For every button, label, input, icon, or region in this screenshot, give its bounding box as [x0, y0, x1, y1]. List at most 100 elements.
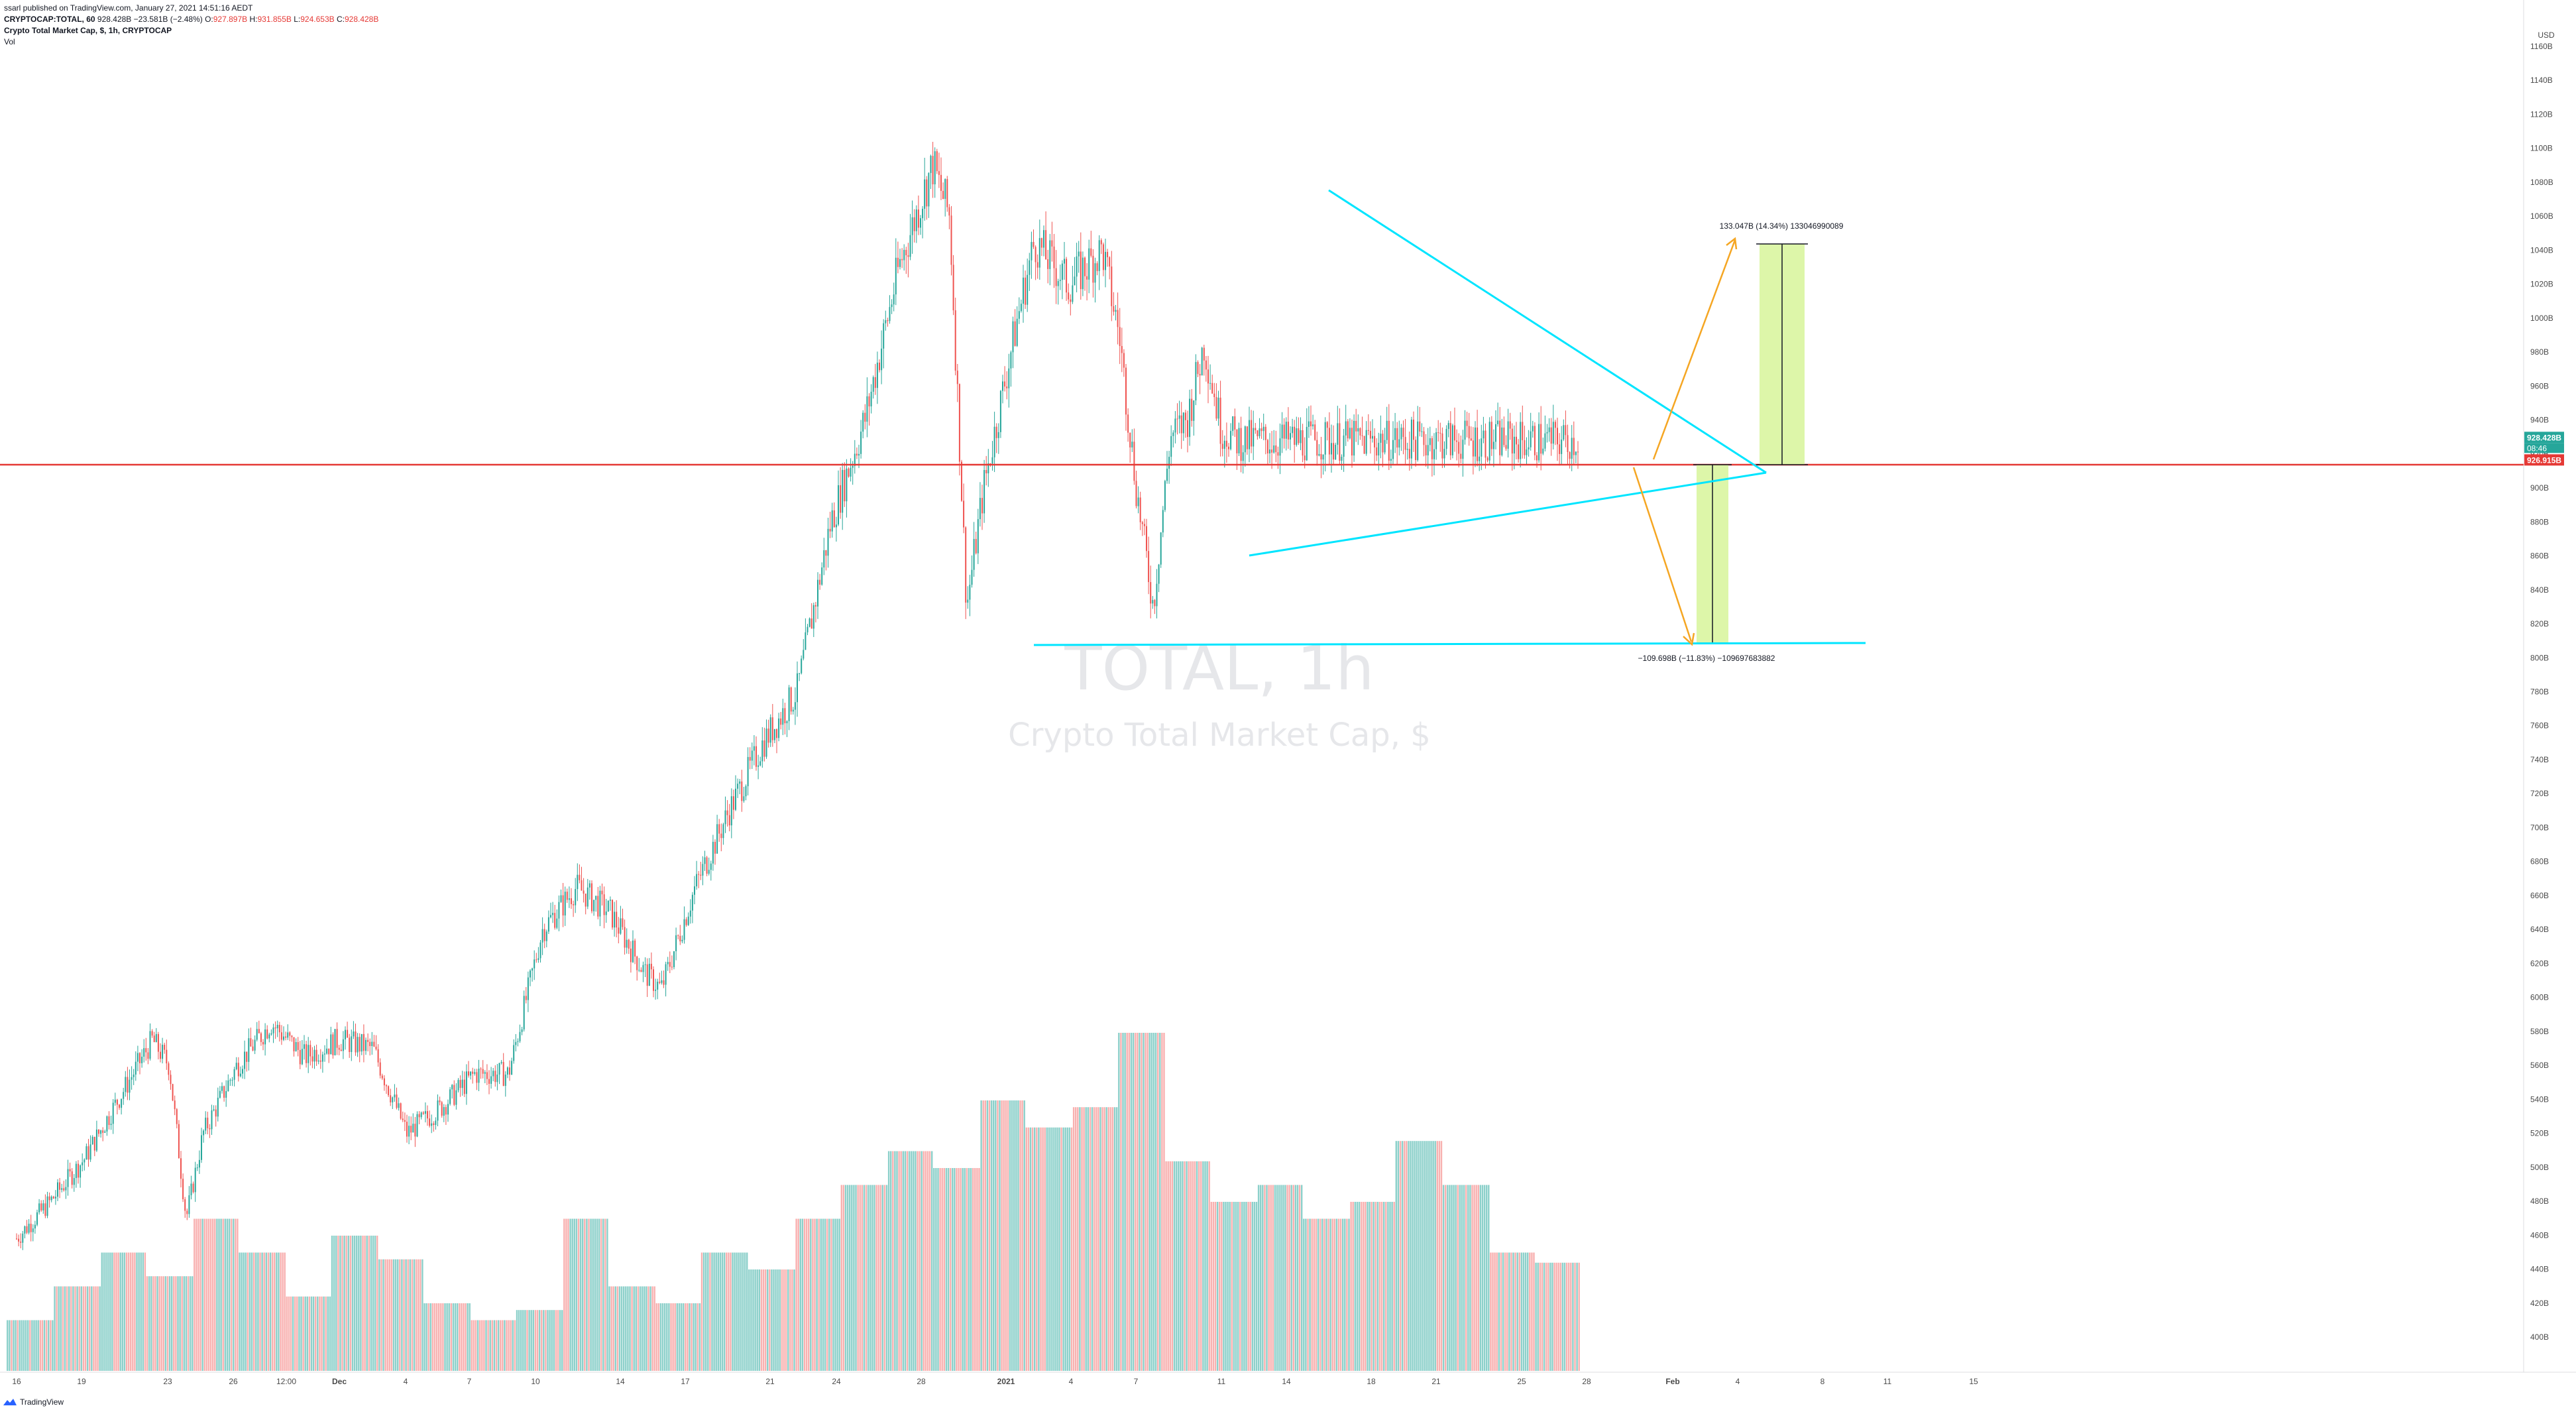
volume-bar: [1169, 1161, 1171, 1371]
volume-bar: [1186, 1161, 1188, 1371]
bullish-projection-arrow[interactable]: [1652, 239, 1736, 460]
volume-bar: [1440, 1141, 1443, 1371]
candle-body: [981, 498, 983, 514]
candle-body: [388, 1086, 390, 1096]
volume-bar: [1023, 1100, 1025, 1371]
candle-body: [807, 626, 809, 632]
volume-bar: [1529, 1252, 1531, 1371]
price-tick-label: 820B: [2530, 619, 2549, 628]
volume-bar: [35, 1320, 37, 1371]
candle-body: [1380, 434, 1382, 443]
volume-bar: [1459, 1185, 1461, 1371]
volume-bar: [1457, 1185, 1459, 1371]
volume-bar: [183, 1276, 185, 1371]
volume-bar: [993, 1100, 995, 1371]
volume-bar: [1103, 1107, 1105, 1371]
candle-body: [313, 1049, 315, 1062]
candle-body: [634, 940, 636, 957]
candle-body: [963, 500, 965, 528]
volume-bar: [514, 1320, 516, 1371]
candle-body: [1012, 321, 1014, 353]
candle-body: [642, 965, 644, 972]
candle-body: [1298, 428, 1300, 443]
volume-bar: [567, 1218, 569, 1371]
volume-bar: [411, 1259, 414, 1371]
candle-body: [1302, 430, 1304, 456]
volume-bar: [1547, 1262, 1549, 1371]
candle-body: [866, 396, 868, 422]
candle-body: [304, 1044, 305, 1049]
descending-trendline[interactable]: [1328, 189, 1767, 474]
volume-bar: [1017, 1100, 1019, 1371]
volume-bar: [618, 1286, 621, 1371]
volume-bar: [160, 1276, 162, 1371]
volume-bar: [964, 1168, 966, 1371]
volume-bar: [1025, 1127, 1027, 1371]
volume-bar: [678, 1303, 681, 1371]
candle-body: [1509, 421, 1511, 429]
volume-bar: [877, 1185, 879, 1371]
volume-bar: [699, 1303, 701, 1371]
candle-body: [272, 1027, 274, 1033]
volume-bar: [485, 1320, 487, 1371]
candle-body: [345, 1029, 346, 1039]
bearish-projection-arrow[interactable]: [1632, 467, 1693, 642]
support-line[interactable]: [1033, 642, 1866, 646]
candle-body: [1234, 416, 1236, 430]
candle-body: [182, 1179, 184, 1200]
volume-bar: [756, 1269, 758, 1371]
volume-bar: [555, 1310, 557, 1371]
volume-bar: [1561, 1262, 1564, 1371]
volume-legend[interactable]: Vol: [4, 37, 15, 46]
candle-body: [1180, 415, 1182, 434]
volume-bar: [476, 1320, 479, 1371]
candle-body: [168, 1063, 170, 1075]
candle-body: [1262, 426, 1264, 432]
volume-bar: [842, 1185, 845, 1371]
candle-body: [248, 1038, 250, 1062]
candle-body: [176, 1109, 178, 1124]
volume-bar: [1243, 1202, 1245, 1371]
candle-body: [379, 1062, 381, 1076]
series-legend[interactable]: Crypto Total Market Cap, $, 1h, CRYPTOCA…: [4, 26, 172, 35]
candle-body: [1127, 414, 1129, 433]
volume-bar: [1083, 1107, 1085, 1371]
volume-bar: [1329, 1218, 1331, 1371]
volume-bar: [1145, 1033, 1147, 1371]
candle-body: [1125, 367, 1127, 415]
candle-body: [1339, 423, 1341, 461]
price-axis[interactable]: 1160B1140B1120B1100B1080B1060B1040B1020B…: [2524, 30, 2564, 1342]
candle-body: [301, 1049, 303, 1065]
candle-body: [527, 977, 529, 1000]
candle-body: [739, 781, 741, 784]
volume-bar: [594, 1218, 596, 1371]
volume-bar: [230, 1218, 233, 1371]
volume-bar: [1545, 1262, 1547, 1371]
candle-body: [618, 927, 620, 934]
candle-body: [1076, 256, 1078, 277]
volume-bar: [559, 1310, 561, 1371]
symbol-label[interactable]: CRYPTOCAP:TOTAL, 60: [4, 15, 95, 24]
candle-body: [778, 718, 780, 738]
candle-body: [215, 1109, 217, 1117]
volume-bar: [726, 1252, 728, 1371]
candle-body: [821, 567, 823, 585]
candle-body: [1238, 428, 1240, 453]
tradingview-footer[interactable]: TradingView: [3, 1397, 64, 1407]
volume-bar: [674, 1303, 676, 1371]
candle-body: [486, 1072, 488, 1079]
ascending-trendline[interactable]: [1249, 471, 1767, 557]
time-axis[interactable]: 16 19 23 26 12:00 Dec 4 7 10 14 17 21 24 28 2021 4 7 11 14…: [12, 1377, 1978, 1386]
volume-bar: [795, 1218, 797, 1371]
candle-body: [1534, 426, 1536, 455]
volume-bar: [1239, 1202, 1241, 1371]
candle-body: [1160, 532, 1162, 565]
volume-bar: [974, 1168, 976, 1371]
candle-body: [1205, 360, 1207, 370]
candle-body: [1365, 430, 1367, 454]
candle-body: [1431, 438, 1433, 459]
volume-bar: [296, 1296, 298, 1371]
candle-body: [330, 1034, 332, 1055]
candle-body: [1043, 230, 1044, 248]
